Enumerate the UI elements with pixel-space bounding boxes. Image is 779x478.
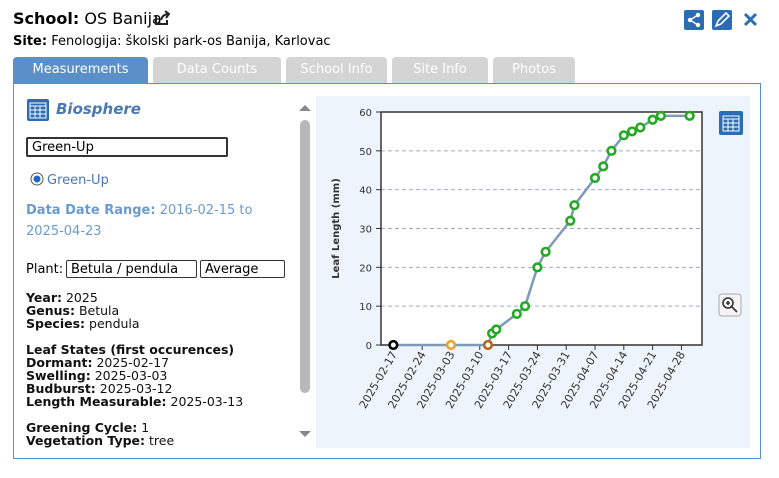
school-name: OS Banija bbox=[84, 9, 162, 28]
y-tick-label: 50 bbox=[359, 147, 372, 158]
point bbox=[445, 339, 457, 351]
detail-value: 2025-03-03 bbox=[94, 368, 168, 383]
chart: 01020304050602025-02-172025-02-242025-03… bbox=[316, 96, 750, 448]
detail-label: Species: bbox=[26, 316, 86, 331]
leaf-states-title: Leaf States (first occurences) bbox=[26, 342, 235, 357]
point bbox=[519, 301, 531, 312]
detail-row: Species: pendula bbox=[26, 317, 140, 330]
detail-value: 1 bbox=[141, 420, 150, 435]
point bbox=[511, 308, 522, 320]
point bbox=[388, 339, 399, 351]
point bbox=[618, 130, 629, 141]
detail-value: tree bbox=[149, 433, 175, 448]
detail-value: 2025-03-12 bbox=[99, 381, 173, 396]
date-range-value: 2016-02-15 to 2025-04-23 bbox=[26, 203, 253, 239]
school-line: School: OS Banija bbox=[13, 9, 162, 28]
point bbox=[532, 262, 543, 273]
y-tick-label: 10 bbox=[359, 302, 372, 313]
detail-label: Swelling: bbox=[26, 368, 91, 383]
protocol-select-text: Green-Up bbox=[32, 140, 94, 155]
table-icon bbox=[27, 99, 49, 121]
protocol-select[interactable]: Green-Up bbox=[26, 137, 228, 157]
detail-row: Dormant: 2025-02-17 bbox=[26, 356, 169, 369]
date-range-label: Data Date Range: bbox=[26, 203, 156, 218]
detail-row: Length Measurable: 2025-03-13 bbox=[26, 395, 243, 408]
detail-label: Length Measurable: bbox=[26, 394, 167, 409]
stat-select[interactable]: Average bbox=[200, 260, 285, 278]
detail-row: Greening Cycle: 1 bbox=[26, 421, 149, 434]
point bbox=[626, 126, 638, 137]
detail-value: Betula bbox=[78, 303, 120, 318]
detail-row: Budburst: 2025-03-12 bbox=[26, 382, 172, 395]
share-button[interactable] bbox=[684, 10, 704, 30]
radio-label: Green-Up bbox=[47, 173, 109, 188]
edit-button[interactable] bbox=[712, 10, 732, 30]
radio-button[interactable] bbox=[30, 172, 46, 188]
detail-label: Genus: bbox=[26, 303, 75, 318]
date-range: Data Date Range: 2016-02-15 to 2025-04-2… bbox=[26, 200, 284, 242]
y-tick-label: 60 bbox=[359, 108, 372, 119]
site-label: Site: bbox=[13, 34, 48, 49]
detail-label: Year: bbox=[26, 290, 62, 305]
point bbox=[482, 339, 494, 351]
detail-value: 2025 bbox=[65, 290, 98, 305]
detail-value: pendula bbox=[89, 316, 140, 331]
point bbox=[565, 215, 576, 226]
tab-panel bbox=[13, 83, 761, 459]
plant-select-text: Betula / pendula bbox=[71, 262, 179, 277]
detail-row: Vegetation Type: tree bbox=[26, 434, 174, 447]
point bbox=[635, 122, 646, 133]
plant-select[interactable]: Betula / pendula bbox=[66, 260, 197, 278]
site-name: Fenologija: školski park-os Banija, Karl… bbox=[51, 34, 331, 49]
y-tick-label: 30 bbox=[359, 225, 372, 236]
window-controls bbox=[684, 10, 758, 30]
point bbox=[647, 114, 658, 125]
detail-row: Year: 2025 bbox=[26, 291, 98, 304]
detail-label: Vegetation Type: bbox=[26, 433, 146, 448]
point bbox=[684, 110, 695, 121]
detail-label: Greening Cycle: bbox=[26, 420, 138, 435]
scrollbar[interactable] bbox=[297, 102, 313, 442]
site-line: Site: Fenologija: školski park-os Banija… bbox=[13, 34, 331, 49]
y-tick-label: 40 bbox=[359, 186, 372, 197]
zoom-button[interactable] bbox=[718, 293, 743, 318]
point bbox=[569, 200, 580, 211]
tab[interactable]: Measurements bbox=[13, 57, 148, 83]
tab[interactable]: School Info bbox=[286, 57, 387, 83]
stat-select-text: Average bbox=[205, 262, 259, 277]
detail-value: 2025-02-17 bbox=[96, 355, 170, 370]
table-view-button[interactable] bbox=[718, 110, 744, 136]
detail-row: Swelling: 2025-03-03 bbox=[26, 369, 167, 382]
point bbox=[540, 246, 551, 257]
plot-border bbox=[380, 111, 703, 346]
y-tick-label: 0 bbox=[366, 341, 372, 352]
plant-label: Plant: bbox=[26, 262, 64, 277]
detail-label: Budburst: bbox=[26, 381, 96, 396]
point bbox=[491, 324, 502, 335]
point bbox=[655, 110, 666, 121]
panel-title: Biosphere bbox=[56, 100, 141, 118]
point bbox=[598, 161, 609, 172]
detail-label: Dormant: bbox=[26, 355, 93, 370]
point bbox=[606, 145, 617, 156]
tab[interactable]: Photos bbox=[493, 57, 575, 83]
point bbox=[589, 172, 601, 184]
close-button[interactable] bbox=[743, 12, 758, 27]
y-axis-label: Leaf Length (mm) bbox=[331, 178, 342, 279]
y-tick-label: 20 bbox=[359, 263, 372, 274]
school-label: School: bbox=[13, 9, 80, 28]
tab[interactable]: Data Counts bbox=[153, 57, 281, 83]
detail-row: Genus: Betula bbox=[26, 304, 119, 317]
tab[interactable]: Site Info bbox=[392, 57, 488, 83]
plot-area bbox=[381, 112, 702, 345]
open-link-icon[interactable] bbox=[154, 10, 172, 26]
detail-value: 2025-03-13 bbox=[170, 394, 244, 409]
